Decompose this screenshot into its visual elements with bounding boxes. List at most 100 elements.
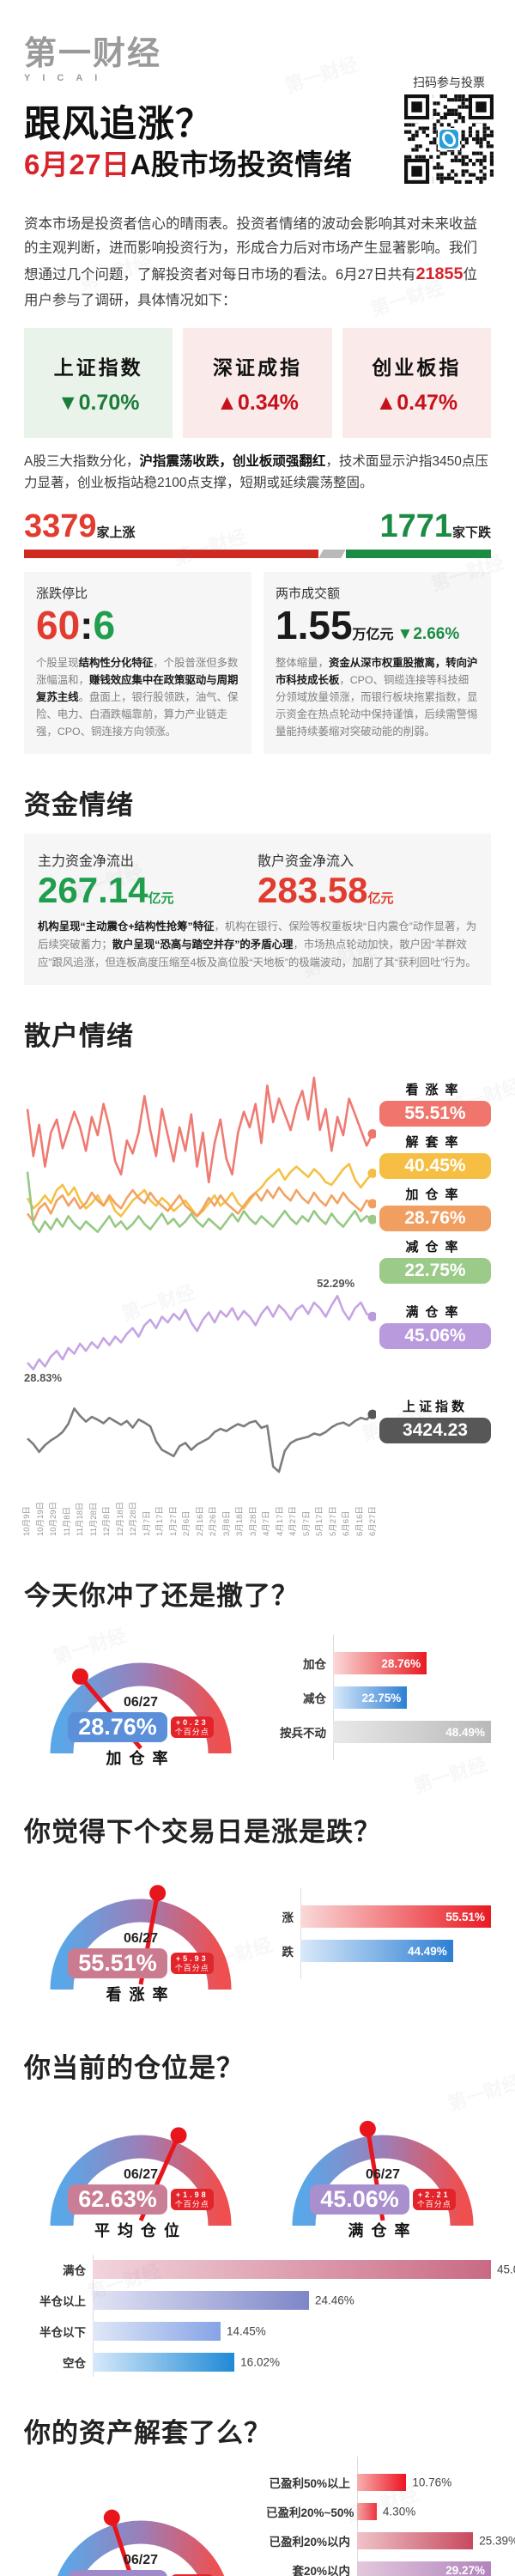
bar-fill: 24.46% [93,2291,354,2311]
gauge-readout: 06/27 28.76% +0.23 个百分点 加仓率 [24,1695,258,1769]
bar-row: 半仓以上 24.46% [24,2291,491,2311]
text-segment: 结构性分化特征 [78,656,154,669]
index-change: ▼0.70% [57,390,140,415]
limit-ratio-value: 60:6 [36,604,239,647]
date-tick: 10月9日 [22,1506,32,1537]
legend-item-加仓率: 加仓率 28.76% [379,1185,491,1232]
date-tick: 1月27日 [168,1506,179,1537]
bar-label: 加仓 [303,1658,326,1672]
page-subtitle: 6月27日A股市场投资情绪 [24,149,491,180]
gauge-value-badge: 45.06% [310,2184,409,2215]
series-end-dot [367,1311,376,1321]
gauge-delta-badge: +1.98 个百分点 [170,2189,214,2210]
text-segment: ，个股普涨但多数涨幅温和， [36,656,239,686]
bar-row: 已盈利20%~50% 4.30% [266,2503,491,2521]
text-segment: ，技术面显示沪指3450点压力显著，创业板指站稳2100点支撑，短期或延续震荡整… [24,454,488,491]
inflow-value: 283.58亿元 [258,870,394,911]
legend-value-badge: 40.45% [379,1153,491,1180]
outflow-unit: 亿元 [148,891,174,907]
full-position-chart: 52.29% 28.83% 满仓率 45.06% [24,1277,491,1384]
legend-item-减仓率: 减仓率 22.75% [379,1237,491,1285]
intro-paragraph: 资本市场是投资者信心的晴雨表。投资者情绪的波动会影响其对未来收益的主观判断，进而… [24,213,491,313]
add-position-gauge: 06/27 28.76% +0.23 个百分点 加仓率 [24,1625,258,1771]
series-end-dot [367,1199,376,1209]
gauge-readout: 06/27 62.63% +1.98 个百分点 平均仓位 [24,2167,258,2241]
legend-item-解套率: 解套率 40.45% [379,1133,491,1180]
bar-fill: 55.51% [300,1905,491,1929]
section-title-retail: 散户情绪 [24,1021,134,1052]
line-chart-svg [27,1295,376,1371]
legend-item-上证指数: 上证指数 3424.23 [379,1397,491,1444]
subtitle-text: A股市场投资情绪 [130,149,353,181]
bar-fill: 14.45% [93,2322,266,2342]
bar-label: 已盈利50%以上 [269,2477,350,2491]
bar-fill: 45.06% [93,2260,515,2280]
yicai-logo: 第一财经 YICAI [24,38,491,83]
bar-label: 套20%以内 [292,2565,350,2576]
gauge-delta-badge: +0.23 个百分点 [170,1716,214,1738]
index-name: 深证成指 [212,355,302,379]
index-name: 创业板指 [372,355,462,379]
bar-value: 16.02% [240,2355,280,2369]
turnover-unit: 万亿元 [352,628,394,642]
bar-fill: 44.49% [300,1940,453,1963]
bar-track: 55.51% [300,1905,491,1929]
question4-title: 你的资产解套了么？ [24,2418,271,2449]
gauge-date: 06/27 [123,2553,159,2568]
inflow-label: 散户资金净流入 [258,854,354,870]
retail-fund-inflow: 散户资金净流入 283.58亿元 [258,849,477,911]
inflow-unit: 亿元 [367,891,394,907]
gauge-needle-tip [149,1885,167,1902]
bar-row: 按兵不动 48.49% [266,1721,491,1744]
bar-track: 4.30% [357,2503,491,2521]
gauge-label: 平均仓位 [94,2222,187,2240]
gauge-date: 06/27 [123,1695,159,1710]
question3-title: 你当前的仓位是？ [24,2053,244,2084]
bar-fill: 10.76% [357,2474,451,2492]
bar-value: 25.39% [479,2534,515,2548]
gauge-value-badge: 28.76% [68,1712,167,1743]
fund-flow-box: 主力资金净流出 267.14亿元 散户资金净流入 283.58亿元 机构呈现“主… [24,834,491,986]
question1-bars: 加仓 28.76% 减仓 22.75% 按兵不动 48.49% [266,1635,491,1761]
series-看涨率 [26,1076,374,1184]
sentiment-lines-chart: 看涨率 55.51% 解套率 40.45% 加仓率 28.76% 减仓率 22.75% [24,1065,491,1285]
gauge-readout: 06/27 40.45% +1.73个百分点 解套率 [24,2553,258,2576]
decline-bar-segment [345,550,491,558]
sse-index-chart: 上证指数 3424.23 [24,1400,491,1483]
bar-value: 22.75% [361,1691,402,1704]
legend-item-满仓率: 满仓率 45.06% [379,1303,491,1350]
avg-position-gauge: 06/27 62.63% +1.98 个百分点 平均仓位 [24,2097,258,2243]
index-change: ▲0.47% [375,390,458,415]
question3-gauges: 06/27 62.63% +1.98 个百分点 平均仓位 06/27 45.06%… [24,2097,491,2243]
bar-fill: 22.75% [333,1686,408,1710]
date-tick: 10月19日 [35,1502,45,1537]
page-title: 跟风追涨？ [24,104,213,145]
subtitle-date: 6月27日 [24,149,130,181]
outflow-value: 267.14亿元 [38,870,174,911]
bar-label: 满仓 [63,2264,86,2278]
bar-fill: 16.02% [93,2353,280,2372]
advance-decline: 3379家上涨 1771家下跌 [24,510,491,558]
bar-track: 28.76% [333,1652,491,1675]
question1-block: 06/27 28.76% +0.23 个百分点 加仓率 加仓 28.76% 减仓 22.… [24,1625,491,1771]
date-tick: 5月7日 [301,1510,312,1537]
bar-value: 55.51% [445,1910,485,1923]
advance-bar-segment [24,550,318,558]
gauge-delta-badge: +1.73个百分点 [170,2574,214,2576]
date-axis: 10月9日 10月19日 10月29日 11月8日 11月18日 11月28日 12月8日 1… [22,1492,491,1537]
date-tick: 5月17日 [315,1506,324,1537]
bar-value: 4.30% [382,2505,416,2518]
date-tick: 12月18日 [115,1502,125,1537]
bar-fill: 29.27% [357,2561,491,2576]
bar-track: 24.46% [93,2291,491,2311]
question4-block: 06/27 40.45% +1.73个百分点 解套率 已盈利50%以上 10.76… [24,2457,515,2576]
gauge-date: 06/27 [123,2167,159,2183]
date-tick: 2月6日 [182,1510,191,1537]
bar-value: 28.76% [381,1656,421,1670]
breakeven-gauge: 06/27 40.45% +1.73个百分点 解套率 [24,2482,258,2576]
section-title-funds: 资金情绪 [24,790,134,821]
series-end-dot [367,1214,376,1224]
question2-block: 06/27 55.51% +5.93 个百分点 看涨率 涨 55.51% 跌 44.49… [24,1861,491,2007]
bar-fill: 28.76% [333,1652,427,1675]
index-card-shanghai: 上证指数 ▼0.70% [24,328,173,439]
